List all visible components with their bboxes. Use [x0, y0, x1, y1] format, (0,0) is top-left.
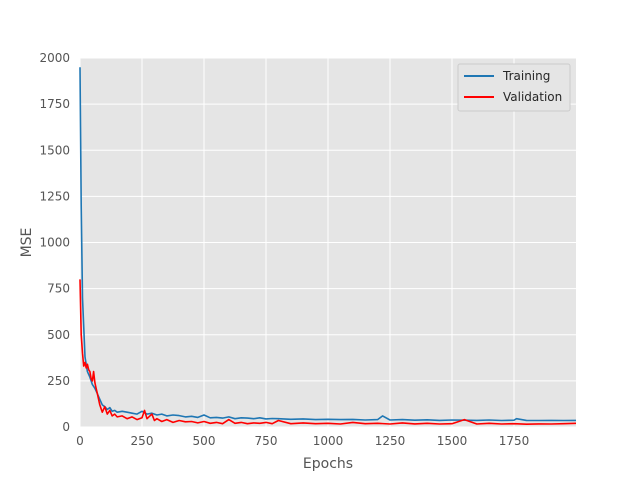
y-tick-label: 1250 [39, 189, 70, 203]
x-tick-label: 250 [131, 434, 154, 448]
y-tick-label: 1750 [39, 97, 70, 111]
y-tick-label: 750 [47, 282, 70, 296]
y-axis-label: MSE [19, 228, 35, 258]
legend: Training Validation [457, 63, 571, 112]
x-tick-label: 1750 [499, 434, 530, 448]
x-tick-label: 1500 [437, 434, 468, 448]
series-line-validation [79, 279, 577, 426]
y-tick-label: 1500 [39, 143, 70, 157]
legend-label-validation: Validation [503, 90, 562, 104]
x-tick-label: 0 [76, 434, 84, 448]
x-axis-label: Epochs [303, 456, 353, 472]
x-tick-label: 1250 [375, 434, 406, 448]
series-line-training [79, 67, 577, 422]
grid [79, 57, 576, 428]
y-tick-label: 0 [62, 420, 70, 434]
legend-label-training: Training [502, 69, 550, 83]
series-layer [79, 67, 577, 426]
y-tick-label: 250 [47, 374, 70, 388]
y-tick-label: 500 [47, 328, 70, 342]
x-tick-label: 1000 [313, 434, 344, 448]
x-tick-label: 750 [255, 434, 278, 448]
tick-layer: 0 250 500 750 1000 1250 1500 1750 0 250 500 750 1000… [39, 51, 529, 448]
x-tick-label: 500 [193, 434, 216, 448]
y-tick-label: 1000 [39, 236, 70, 250]
y-tick-label: 2000 [39, 51, 70, 65]
